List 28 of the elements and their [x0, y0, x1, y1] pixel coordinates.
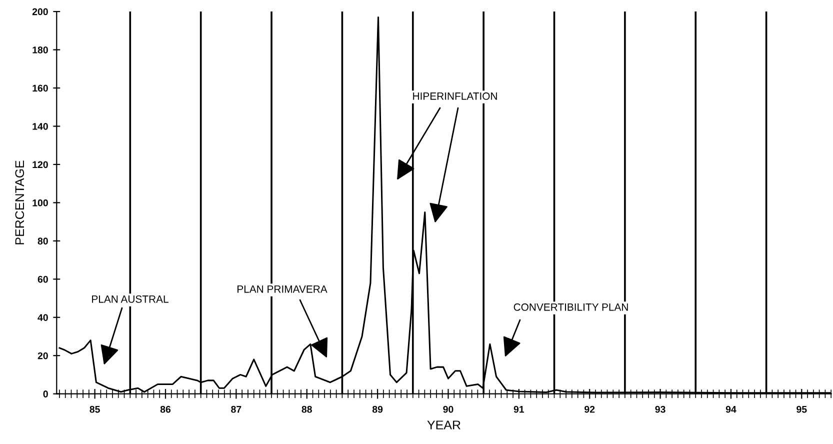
x-tick-label: 93: [655, 406, 666, 413]
y-tick-label: 100: [32, 199, 48, 206]
y-tick-label: 180: [32, 46, 48, 54]
y-tick-label: 20: [38, 352, 48, 360]
x-tick-label: 91: [514, 406, 524, 413]
x-tick-label: 88: [302, 406, 312, 413]
y-tick-label: 40: [38, 314, 48, 321]
x-axis-title: YEAR: [427, 420, 460, 430]
annotation: CONVERTIBILITY PLAN: [514, 303, 628, 311]
x-tick-label: 89: [372, 406, 383, 413]
annotation: HIPERINFLATION: [413, 92, 497, 100]
x-tick-label: 92: [584, 406, 595, 413]
x-tick-label: 85: [90, 406, 100, 413]
annotation: PLAN AUSTRAL: [92, 295, 168, 303]
x-tick-label: 94: [726, 406, 736, 413]
y-tick-label: 60: [38, 276, 48, 283]
y-tick-label: 120: [32, 161, 48, 168]
y-tick-label: 0: [43, 390, 48, 398]
annotation: PLAN PRIMAVERA: [238, 286, 328, 293]
y-tick-label: 80: [38, 238, 48, 245]
x-tick-label: 87: [231, 406, 242, 413]
x-tick-label: 86: [160, 406, 171, 413]
x-tick-label: 90: [443, 406, 454, 413]
x-tick-label: 95: [796, 406, 807, 413]
y-tick-label: 140: [32, 122, 48, 130]
y-axis-title: PERCENTAGE: [15, 160, 24, 244]
y-tick-label: 200: [32, 8, 48, 16]
y-tick-label: 160: [32, 84, 48, 92]
